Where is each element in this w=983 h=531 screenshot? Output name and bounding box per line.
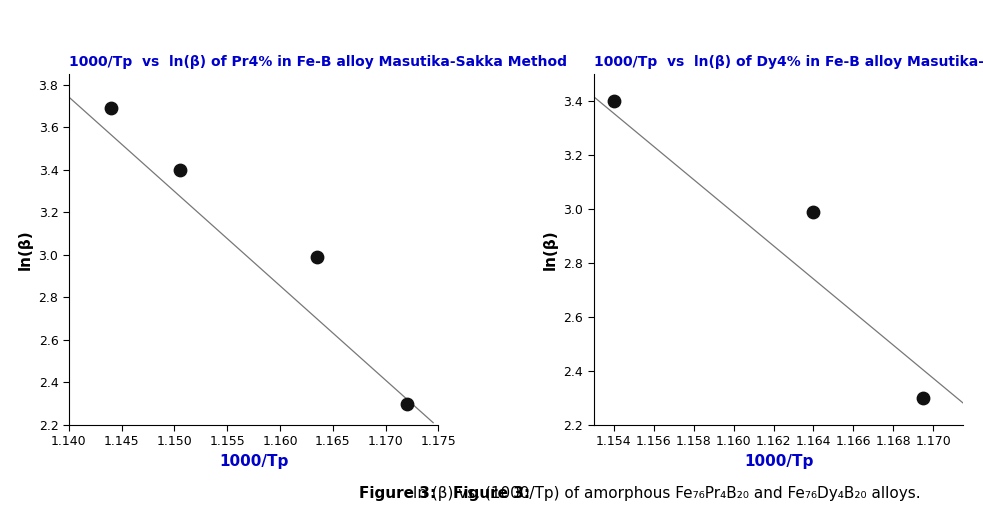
Y-axis label: ln(β): ln(β) (18, 229, 33, 270)
X-axis label: 1000/Tp: 1000/Tp (744, 454, 813, 469)
Text: Figure 3:: Figure 3: (359, 486, 435, 501)
Text: In (β) vs. (1000/Tp) of amorphous Fe₇₆Pr₄B₂₀ and Fe₇₆Dy₄B₂₀ alloys.: In (β) vs. (1000/Tp) of amorphous Fe₇₆Pr… (408, 486, 920, 501)
Text: 1000/Tp  vs  ln(β) of Pr4% in Fe-B alloy Masutika-Sakka Method: 1000/Tp vs ln(β) of Pr4% in Fe-B alloy M… (69, 55, 567, 69)
Point (399, 399, 415, 408)
Point (103, 104, 119, 113)
X-axis label: 1000/Tp: 1000/Tp (219, 454, 288, 469)
Point (309, 253, 324, 261)
Point (606, 97, 621, 106)
Text: 1000/Tp  vs  ln(β) of Dy4% in Fe-B alloy Masutika-Sakka Method: 1000/Tp vs ln(β) of Dy4% in Fe-B alloy M… (594, 55, 983, 69)
Text: Figure 3:: Figure 3: (453, 486, 530, 501)
Point (915, 393, 931, 402)
Point (172, 166, 188, 174)
Y-axis label: ln(β): ln(β) (543, 229, 557, 270)
Point (806, 208, 822, 216)
